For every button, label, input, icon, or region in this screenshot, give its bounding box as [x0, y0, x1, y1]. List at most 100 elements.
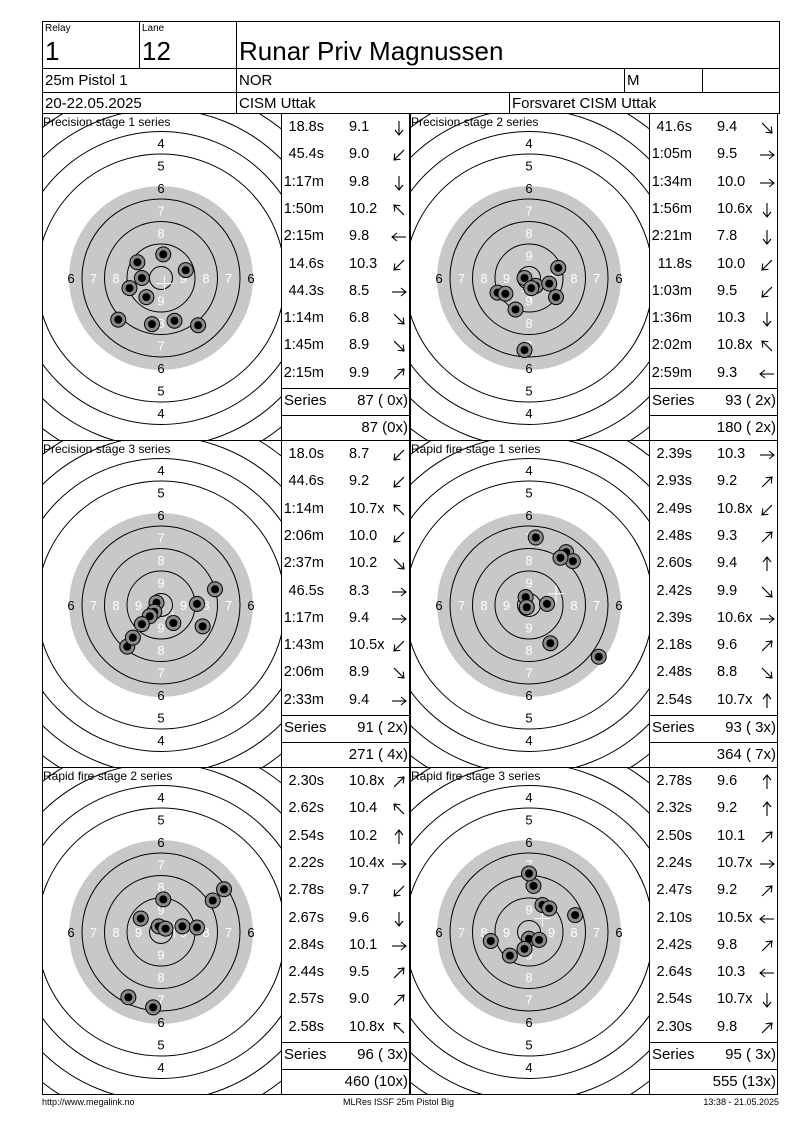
- shot-row: 1:17m 9.8: [282, 169, 409, 196]
- shot-time: 1:05m: [651, 146, 692, 163]
- shot-score: 9.3: [717, 364, 738, 381]
- ring-number: 7: [525, 204, 532, 219]
- shot-time: 2:06m: [283, 664, 324, 681]
- direction-arrow-icon: [761, 885, 773, 897]
- shot-score: 10.2: [349, 555, 378, 572]
- shot-row: 11.8s 10.0: [650, 251, 777, 278]
- shot-time: 2.78s: [656, 773, 692, 789]
- shot-score: 9.8: [717, 936, 738, 953]
- shot-hit: [132, 910, 149, 927]
- ring-number: 7: [225, 271, 232, 286]
- direction-arrow-icon: [761, 1022, 773, 1034]
- shot-time: 2.42s: [656, 582, 692, 599]
- ring-number: 8: [480, 598, 487, 613]
- shot-score: 10.8x: [717, 337, 753, 354]
- series-total: 93 ( 3x): [725, 718, 776, 736]
- direction-arrow-icon: [394, 175, 404, 191]
- ring-number: 8: [480, 271, 487, 286]
- ring-number: 6: [247, 925, 254, 940]
- shot-row: 2:15m 9.9: [282, 360, 409, 387]
- shot-row: 2.48s 9.3: [650, 523, 777, 550]
- ring-number: 8: [525, 553, 532, 568]
- ring-number: 6: [157, 1015, 164, 1030]
- shot-time: 1:43m: [283, 637, 324, 654]
- ring-number: 7: [157, 666, 164, 681]
- shot-hit: [501, 947, 518, 964]
- series-panel: Rapid fire stage 2 series 4 4 5 5 6 6 6 6 7 7 7 7 8 8 8…: [42, 768, 410, 1095]
- gender: M: [627, 72, 640, 89]
- ring-number: 8: [112, 925, 119, 940]
- ring-number: 8: [202, 598, 209, 613]
- direction-arrow-icon: [761, 640, 773, 652]
- ring-number: 6: [615, 598, 622, 613]
- nation-cell: NOR: [237, 69, 625, 92]
- ring-number: 4: [525, 406, 532, 421]
- series-total: 93 ( 2x): [725, 391, 776, 409]
- shot-score: 9.2: [717, 473, 738, 490]
- direction-arrow-icon: [393, 776, 405, 788]
- shot-list: 41.6s 9.4 1:05m 9.5 1:34m 10.0 1:56m 10.6x 2:21m…: [649, 114, 777, 440]
- shot-hit: [165, 615, 182, 631]
- ring-number: 4: [525, 463, 532, 478]
- direction-arrow-icon: [760, 150, 775, 160]
- shot-score: 9.9: [717, 582, 738, 599]
- ring-number: 9: [503, 271, 510, 286]
- direction-arrow-icon: [393, 476, 405, 488]
- shot-time: 2.22s: [288, 854, 324, 871]
- shot-hit: [110, 311, 127, 328]
- shot-row: 44.6s 9.2: [282, 468, 409, 495]
- direction-arrow-icon: [762, 202, 772, 218]
- shot-time: 2.64s: [656, 964, 692, 981]
- running-total: 180 ( 2x): [716, 418, 776, 436]
- shot-score: 10.0: [717, 173, 746, 190]
- relay-value: 1: [45, 36, 60, 66]
- shot-time: 18.0s: [288, 446, 324, 462]
- shot-time: 1:17m: [283, 173, 324, 190]
- shot-time: 2.93s: [656, 473, 692, 490]
- club: Forsvaret CISM Uttak: [512, 95, 657, 112]
- direction-arrow-icon: [394, 121, 404, 136]
- shot-time: 2.30s: [288, 773, 324, 789]
- ring-number: 8: [157, 880, 164, 895]
- direction-arrow-icon: [393, 967, 405, 979]
- shot-hit: [507, 301, 524, 318]
- shot-score: 9.2: [717, 800, 738, 817]
- ring-number: 7: [90, 271, 97, 286]
- athlete-name: Runar Priv Magnussen: [239, 36, 504, 66]
- series-label: Series: [652, 718, 695, 736]
- direction-arrow-icon: [393, 885, 405, 897]
- shot-row: 2.18s 9.6: [650, 632, 777, 659]
- shot-row: 2:33m 9.4: [282, 687, 409, 714]
- shot-row: 2.58s 10.8x: [282, 1014, 409, 1041]
- shot-row: 46.5s 8.3: [282, 578, 409, 605]
- shot-time: 1:14m: [283, 500, 324, 517]
- shot-hit: [567, 907, 584, 924]
- series-panel: Rapid fire stage 3 series 4 4 5 5 6 6 6 6 7 7 7 7 8 8 8…: [410, 768, 778, 1095]
- direction-arrow-icon: [761, 476, 773, 488]
- direction-arrow-icon: [392, 696, 407, 706]
- series-title: Precision stage 1 series: [43, 115, 171, 129]
- shot-hit: [204, 892, 221, 909]
- shot-row: 2.30s 9.8: [650, 1014, 777, 1041]
- relay-cell: Relay 1: [43, 22, 140, 68]
- shot-row: 2:02m 10.8x: [650, 332, 777, 359]
- direction-arrow-icon: [393, 640, 405, 652]
- shot-score: 9.9: [349, 364, 370, 381]
- direction-arrow-icon: [392, 287, 407, 297]
- shot-row: 2:06m 10.0: [282, 523, 409, 550]
- ring-number: 7: [525, 858, 532, 873]
- direction-arrow-icon: [393, 668, 405, 679]
- nation: NOR: [239, 72, 273, 89]
- ring-number: 5: [525, 159, 532, 174]
- shot-time: 2.49s: [656, 500, 692, 517]
- series-title: Precision stage 3 series: [43, 442, 171, 456]
- shot-row: 2.57s 9.0: [282, 986, 409, 1013]
- shot-time: 2.67s: [288, 909, 324, 926]
- ring-number: 9: [135, 598, 142, 613]
- header: Relay 1 Lane 12 Runar Priv Magnussen 25m…: [42, 21, 780, 114]
- shot-time: 2.44s: [288, 964, 324, 981]
- ring-number: 7: [593, 598, 600, 613]
- shot-hit: [542, 635, 559, 652]
- ring-number: 7: [90, 598, 97, 613]
